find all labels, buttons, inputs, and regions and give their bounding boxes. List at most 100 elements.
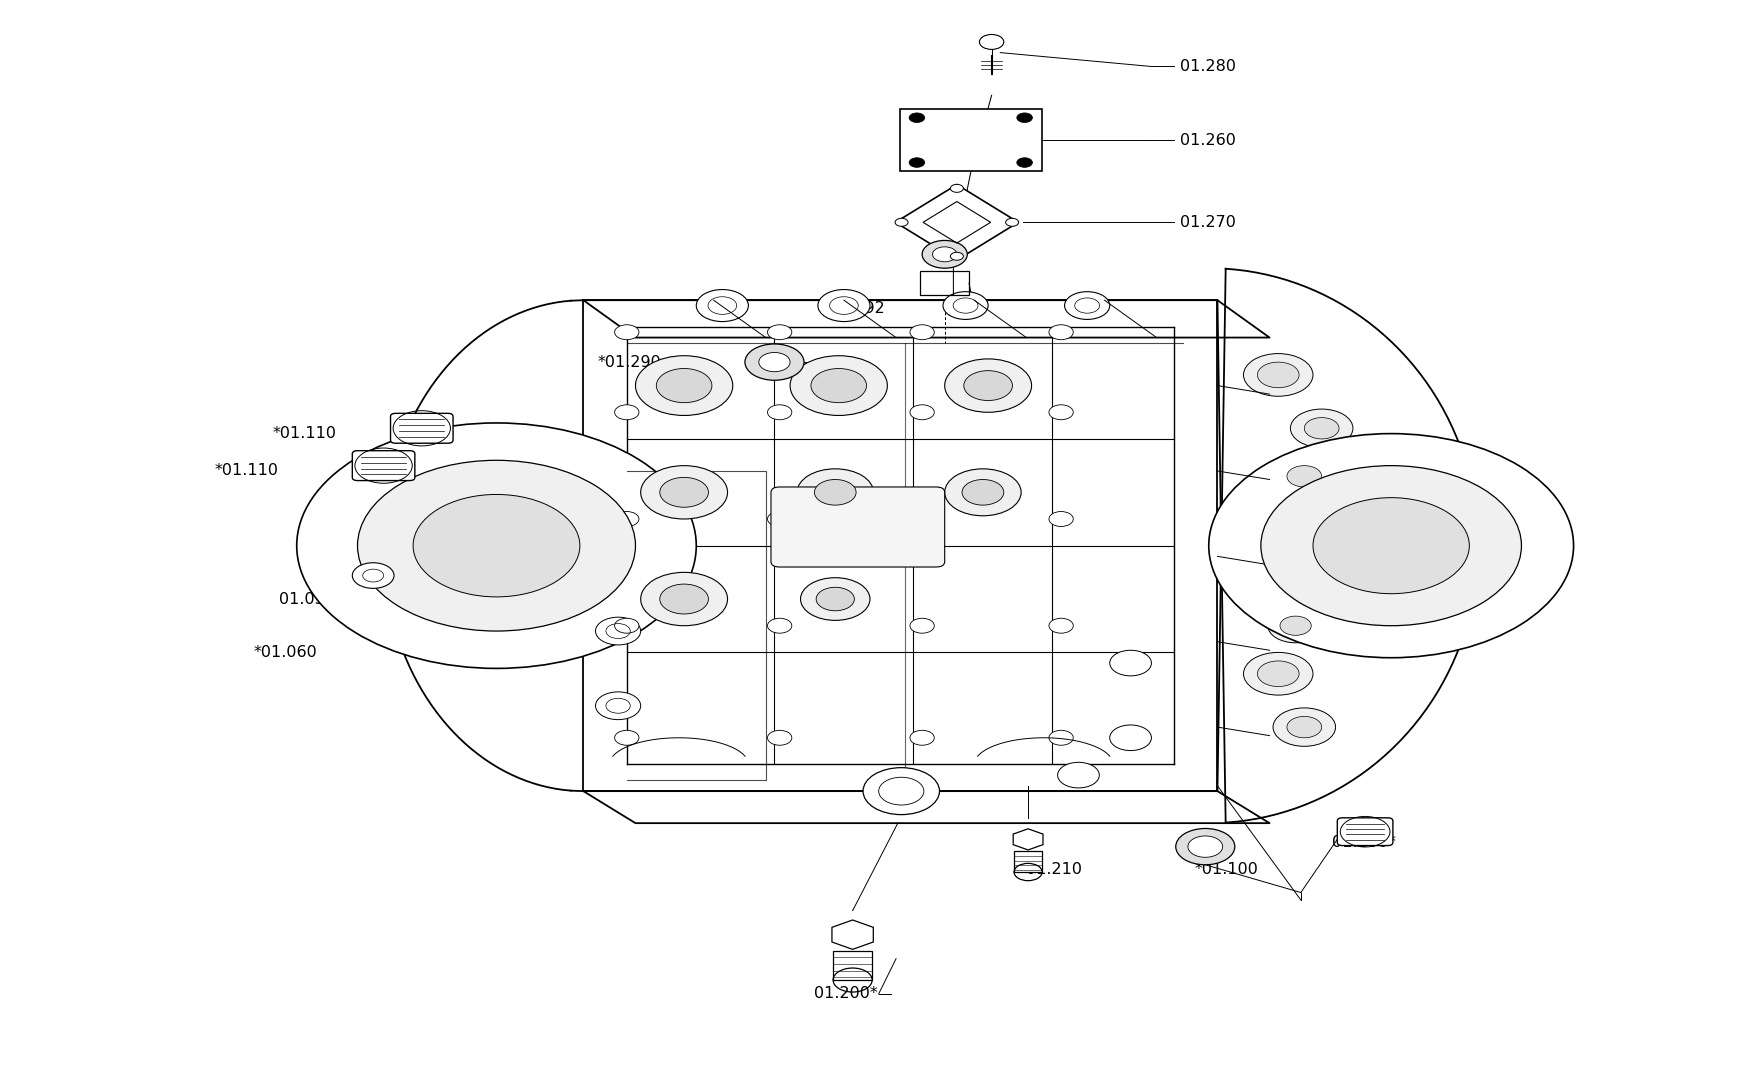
Text: *01.110: *01.110: [216, 463, 278, 478]
Circle shape: [1064, 292, 1109, 320]
Circle shape: [1188, 836, 1223, 857]
FancyBboxPatch shape: [770, 487, 944, 567]
Circle shape: [909, 511, 934, 526]
Circle shape: [979, 34, 1003, 49]
Text: *01.060: *01.060: [254, 645, 316, 660]
Text: *01.100: *01.100: [1195, 861, 1257, 876]
Bar: [920, 272, 969, 295]
Text: 01.030: 01.030: [280, 592, 336, 607]
Circle shape: [1109, 651, 1151, 676]
Text: *01.290: *01.290: [596, 354, 661, 369]
Circle shape: [1313, 498, 1468, 594]
Circle shape: [909, 731, 934, 745]
Circle shape: [908, 157, 923, 167]
Circle shape: [1049, 325, 1073, 339]
Circle shape: [1243, 653, 1313, 696]
Circle shape: [1304, 417, 1339, 439]
Circle shape: [909, 404, 934, 419]
Text: *01.110: *01.110: [273, 426, 336, 441]
Circle shape: [962, 479, 1003, 505]
Circle shape: [1280, 515, 1311, 534]
Polygon shape: [583, 301, 1269, 337]
Circle shape: [1287, 717, 1322, 738]
Circle shape: [767, 325, 791, 339]
Polygon shape: [383, 301, 570, 791]
Circle shape: [1268, 609, 1323, 643]
Circle shape: [614, 731, 638, 745]
FancyBboxPatch shape: [1337, 817, 1393, 845]
Circle shape: [696, 290, 748, 322]
Circle shape: [1109, 725, 1151, 750]
Circle shape: [767, 731, 791, 745]
Circle shape: [1257, 362, 1299, 387]
Polygon shape: [583, 791, 1269, 823]
Circle shape: [1273, 457, 1336, 495]
Bar: [899, 109, 1042, 171]
Circle shape: [1057, 762, 1099, 788]
Circle shape: [614, 618, 638, 633]
Polygon shape: [1224, 269, 1476, 823]
Text: 01.270: 01.270: [1179, 215, 1235, 230]
Circle shape: [790, 355, 887, 415]
Circle shape: [1016, 157, 1031, 167]
Circle shape: [908, 113, 923, 123]
Circle shape: [614, 325, 638, 339]
Circle shape: [1049, 404, 1073, 419]
Circle shape: [949, 253, 963, 260]
Circle shape: [767, 618, 791, 633]
Circle shape: [800, 578, 870, 621]
Circle shape: [656, 368, 711, 402]
Circle shape: [758, 352, 790, 371]
Circle shape: [909, 325, 934, 339]
Circle shape: [1287, 465, 1322, 487]
Circle shape: [1273, 708, 1336, 746]
Circle shape: [412, 494, 579, 597]
Circle shape: [1005, 218, 1017, 226]
Circle shape: [796, 469, 873, 516]
Circle shape: [659, 584, 708, 614]
Circle shape: [944, 358, 1031, 412]
Circle shape: [1261, 465, 1520, 626]
Circle shape: [1257, 661, 1299, 687]
Circle shape: [1209, 433, 1572, 658]
Circle shape: [814, 479, 856, 505]
Circle shape: [595, 617, 640, 645]
Text: *01.092: *01.092: [821, 302, 885, 317]
Circle shape: [963, 370, 1012, 400]
Polygon shape: [831, 920, 873, 949]
Circle shape: [1049, 511, 1073, 526]
Circle shape: [894, 218, 908, 226]
Circle shape: [351, 563, 393, 589]
Circle shape: [1049, 731, 1073, 745]
Circle shape: [659, 477, 708, 507]
FancyBboxPatch shape: [351, 450, 414, 480]
Circle shape: [635, 355, 732, 415]
Circle shape: [744, 343, 803, 380]
Circle shape: [949, 184, 963, 193]
Circle shape: [1016, 113, 1031, 123]
Circle shape: [614, 511, 638, 526]
Circle shape: [640, 465, 727, 519]
Circle shape: [1176, 828, 1235, 865]
Circle shape: [767, 404, 791, 419]
Circle shape: [640, 572, 727, 626]
Text: 01.280: 01.280: [1179, 59, 1235, 74]
Circle shape: [863, 767, 939, 814]
Circle shape: [1268, 507, 1323, 541]
Circle shape: [1280, 616, 1311, 636]
Circle shape: [932, 247, 956, 262]
Circle shape: [297, 423, 696, 669]
Circle shape: [816, 587, 854, 611]
Polygon shape: [896, 184, 1017, 260]
Circle shape: [614, 404, 638, 419]
Circle shape: [943, 292, 988, 320]
Circle shape: [1304, 567, 1339, 588]
Circle shape: [810, 368, 866, 402]
Polygon shape: [583, 301, 1217, 791]
Text: 01.260: 01.260: [1179, 133, 1235, 148]
Circle shape: [1049, 618, 1073, 633]
Polygon shape: [1012, 829, 1042, 850]
Circle shape: [595, 692, 640, 720]
Circle shape: [1290, 559, 1353, 597]
Text: 01.200*: 01.200*: [814, 987, 878, 1002]
